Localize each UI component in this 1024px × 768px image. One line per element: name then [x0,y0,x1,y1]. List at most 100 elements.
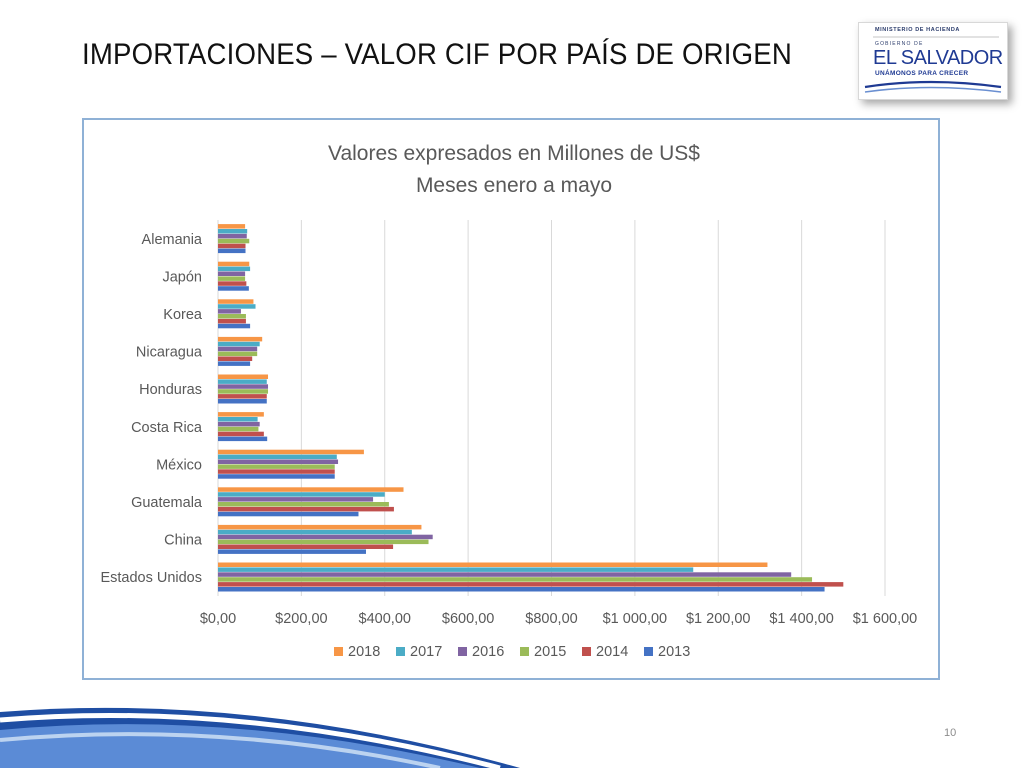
bar-2013-9 [218,248,246,254]
bar-2018-4 [218,412,264,417]
bar-2013-3 [218,474,335,479]
bar-2016-1 [218,534,433,540]
x-tick-label-8: $1 600,00 [853,611,918,627]
x-tick-label-7: $1 400,00 [769,611,834,627]
bar-2015-6 [218,351,258,357]
legend-swatch-2018 [334,647,343,656]
logo-government-text: GOBIERNO DE [875,41,924,47]
chart-subtitle: Meses enero a mayo [416,174,612,197]
category-label-5: Honduras [139,382,202,398]
legend-label-2016: 2016 [472,644,504,660]
gridlines [217,220,886,596]
bar-2017-9 [218,229,248,234]
category-label-9: Alemania [142,232,203,248]
bar-2018-1 [218,524,422,530]
x-tick-label-1: $200,00 [275,611,327,627]
bar-2017-7 [218,304,256,309]
legend-label-2014: 2014 [596,644,628,660]
bar-2018-2 [218,487,404,492]
bar-2018-3 [218,449,364,455]
category-label-2: Guatemala [131,495,203,511]
bar-2016-5 [218,384,269,389]
bar-2014-5 [218,394,267,399]
chart-frame: Valores expresados en Millones de US$ Me… [82,118,940,680]
bar-2013-7 [218,323,251,329]
bar-2014-0 [218,582,844,587]
bar-2018-9 [218,224,246,229]
bar-2014-8 [218,281,247,286]
bar-2017-8 [218,266,251,272]
bar-2016-8 [218,271,246,276]
bar-2018-0 [218,562,768,567]
bar-2014-1 [218,544,394,549]
legend-swatch-2014 [582,647,591,656]
category-label-6: Nicaragua [136,345,203,361]
bar-2013-0 [218,587,825,592]
bar-2015-1 [218,539,429,545]
category-label-7: Korea [163,307,203,323]
bar-chart: Valores expresados en Millones de US$ Me… [100,142,917,660]
x-tick-label-5: $1 000,00 [603,611,668,627]
category-labels: Estados Unidos China Guatemala México Costa … [100,232,202,586]
decorative-waves [0,707,520,768]
legend-swatch-2013 [644,647,653,656]
category-label-4: Costa Rica [131,420,203,436]
bar-2017-3 [218,454,337,460]
category-label-1: China [164,533,203,549]
bars [218,224,844,592]
bar-2016-2 [218,497,374,502]
bar-2016-6 [218,346,258,352]
logo-motto-text: UNÁMONOS PARA CRECER [875,70,969,77]
bar-2014-9 [218,243,246,249]
x-tick-labels: $0,00 $200,00 $400,00 $600,00 $800,00 $1 000,… [200,611,917,627]
bar-2016-9 [218,233,247,239]
bar-2015-0 [218,577,813,582]
bar-2017-2 [218,492,385,497]
bar-2016-0 [218,572,792,577]
logo-ministry-text: MINISTERIO DE HACIENDA [875,27,961,33]
bar-2014-6 [218,356,253,361]
slide-title: IMPORTACIONES – VALOR CIF POR PAÍS DE OR… [82,38,792,71]
legend-label-2013: 2013 [658,644,690,660]
ministry-logo: MINISTERIO DE HACIENDA GOBIERNO DE EL SA… [858,22,1008,100]
x-tick-label-4: $800,00 [525,611,577,627]
bar-2013-2 [218,511,359,517]
bar-2015-8 [218,276,246,281]
bar-2014-4 [218,431,264,437]
bar-2013-5 [218,399,267,404]
chart-title: Valores expresados en Millones de US$ [328,142,700,165]
bar-2017-5 [218,379,267,384]
bar-2017-1 [218,529,412,535]
category-label-8: Japón [162,269,202,285]
bar-2014-7 [218,318,246,324]
x-tick-label-6: $1 200,00 [686,611,751,627]
bar-2013-1 [218,549,366,554]
bar-2015-9 [218,238,250,244]
x-tick-label-0: $0,00 [200,611,236,627]
bar-2014-2 [218,506,394,512]
bar-2017-4 [218,417,258,422]
bar-2018-7 [218,299,254,304]
legend-swatch-2017 [396,647,405,656]
bar-2015-7 [218,314,246,319]
bar-2013-6 [218,361,251,366]
legend-label-2015: 2015 [534,644,566,660]
bar-2016-3 [218,459,339,464]
bar-2018-8 [218,261,250,267]
legend-swatch-2016 [458,647,467,656]
bar-2015-4 [218,426,259,432]
legend-label-2017: 2017 [410,644,442,660]
legend: 2018 2017 2016 2015 2014 2013 [334,644,690,660]
bar-2014-3 [218,469,335,474]
bar-2015-3 [218,464,335,469]
category-label-0: Estados Unidos [100,570,202,586]
logo-country-text: EL SALVADOR [873,47,1003,69]
bar-2017-6 [218,341,260,347]
x-tick-label-2: $400,00 [359,611,411,627]
legend-label-2018: 2018 [348,644,380,660]
x-tick-label-3: $600,00 [442,611,494,627]
legend-swatch-2015 [520,647,529,656]
bar-2013-8 [218,286,249,291]
page-number: 10 [944,727,957,739]
logo-waves-icon [864,36,1002,93]
